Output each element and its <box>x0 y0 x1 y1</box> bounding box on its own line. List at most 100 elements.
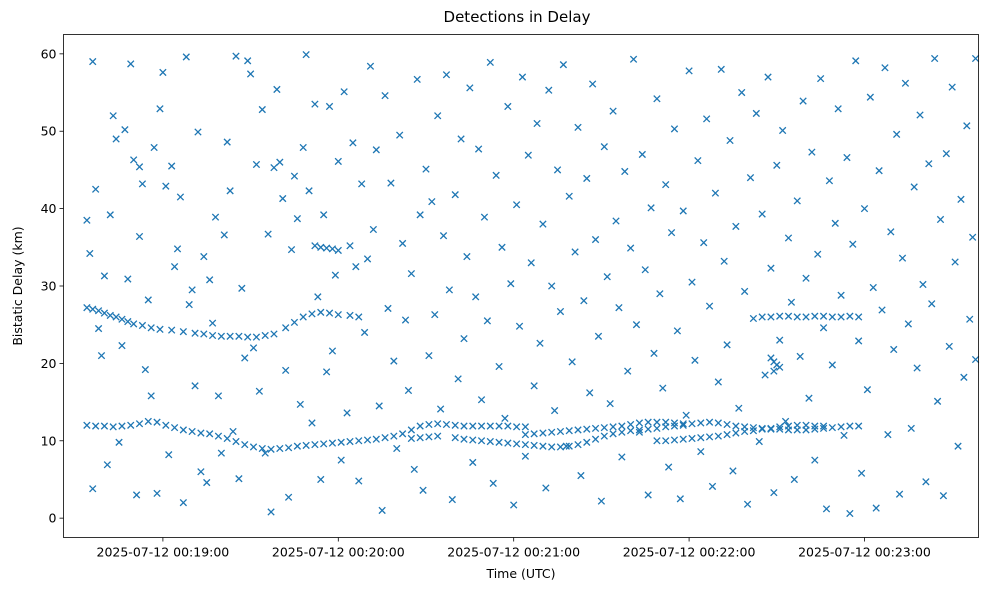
data-point-track <box>530 430 538 438</box>
data-point-track <box>495 438 503 446</box>
data-point-scatter <box>629 55 638 63</box>
data-point-track <box>819 422 828 430</box>
data-point-track <box>162 421 170 429</box>
data-point-scatter <box>840 431 848 440</box>
data-point-scatter <box>118 341 126 350</box>
data-point-scatter <box>843 153 851 162</box>
data-point-track <box>381 434 389 442</box>
y-axis-title: Bistatic Delay (km) <box>10 226 25 345</box>
data-point-track <box>565 427 573 435</box>
x-tick-label: 2025-07-12 00:19:00 <box>97 545 230 560</box>
data-point-track <box>714 432 722 440</box>
data-point-scatter <box>170 262 179 271</box>
data-point-track <box>626 420 635 429</box>
data-point-track <box>311 440 319 449</box>
data-point-scatter <box>422 165 430 173</box>
data-point-scatter <box>460 334 468 343</box>
data-point-scatter <box>664 463 673 471</box>
data-point-scatter <box>387 179 395 187</box>
data-point-scatter <box>191 382 199 390</box>
data-point-track <box>249 443 258 451</box>
data-point-track <box>618 428 626 436</box>
data-point-scatter <box>124 275 132 283</box>
data-point-track <box>311 242 319 250</box>
data-point-scatter <box>621 167 629 176</box>
data-point-track <box>600 423 608 432</box>
data-point-scatter <box>635 428 644 436</box>
data-point-scatter <box>106 211 114 219</box>
data-point-track <box>94 307 103 315</box>
data-point-track <box>670 419 679 427</box>
data-point-scatter <box>428 197 436 206</box>
data-point-track <box>828 313 836 321</box>
data-point-scatter <box>743 500 752 508</box>
data-point-scatter <box>197 468 205 476</box>
data-point-scatter <box>147 392 155 400</box>
data-point-scatter <box>270 163 278 172</box>
data-point-track <box>153 418 161 426</box>
data-point-scatter <box>887 228 895 236</box>
data-point-scatter <box>381 91 389 100</box>
data-point-scatter <box>524 151 532 159</box>
data-point-track <box>521 440 530 449</box>
data-point-scatter <box>784 234 793 242</box>
data-point-scatter <box>302 50 310 59</box>
data-point-scatter <box>837 291 845 299</box>
data-point-scatter <box>472 293 480 301</box>
data-point-scatter <box>673 327 682 335</box>
data-point-scatter <box>574 123 582 132</box>
data-point-scatter <box>881 64 889 72</box>
data-point-track <box>854 422 863 430</box>
data-point-track <box>811 425 819 433</box>
data-point-track <box>208 331 217 340</box>
data-point-track <box>521 430 530 439</box>
data-point-scatter <box>165 451 173 459</box>
data-point-scatter <box>930 54 939 63</box>
data-point-scatter <box>404 386 413 395</box>
data-point-scatter <box>954 442 962 450</box>
data-point-track <box>776 425 784 433</box>
data-point-scatter <box>936 215 945 224</box>
y-axis: 0 10 20 30 40 50 60 <box>41 46 64 526</box>
data-point-scatter <box>103 461 112 469</box>
data-point-scatter <box>545 86 553 94</box>
data-point-scatter <box>211 213 220 221</box>
data-point-scatter <box>588 80 597 88</box>
data-point-track <box>442 420 451 429</box>
data-point-scatter <box>916 111 924 119</box>
data-point-track <box>819 424 828 433</box>
data-point-scatter <box>153 489 161 498</box>
data-point-scatter <box>808 148 816 156</box>
data-point-scatter <box>898 254 907 262</box>
data-point-scatter <box>971 54 980 63</box>
data-point-track <box>477 437 486 445</box>
data-point-scatter <box>723 341 731 349</box>
data-point-track <box>217 332 226 340</box>
data-point-scatter <box>565 192 573 200</box>
data-point-track <box>328 245 337 253</box>
data-point-scatter <box>559 61 568 69</box>
data-point-scatter <box>340 88 348 96</box>
data-point-scatter <box>688 278 696 286</box>
data-point-scatter <box>162 182 170 190</box>
data-point-scatter <box>419 486 427 494</box>
data-point-scatter <box>860 204 869 213</box>
data-point-track <box>504 439 512 447</box>
data-point-scatter <box>144 296 152 304</box>
data-point-track <box>512 440 521 448</box>
data-point-scatter <box>583 174 591 183</box>
data-point-scatter <box>498 243 506 251</box>
data-point-scatter <box>819 324 828 332</box>
x-tick-label: 2025-07-12 00:20:00 <box>272 545 405 560</box>
data-point-track <box>138 321 147 330</box>
data-point-scatter <box>451 191 459 199</box>
data-point-scatter <box>264 230 272 238</box>
data-point-scatter <box>846 509 854 518</box>
x-tick-label: 2025-07-12 00:22:00 <box>623 545 756 560</box>
data-point-scatter <box>735 404 743 412</box>
data-point-scatter <box>267 508 275 516</box>
data-point-scatter <box>410 465 418 474</box>
data-point-track <box>670 436 679 444</box>
data-point-scatter <box>612 217 620 225</box>
data-point-scatter <box>360 328 369 337</box>
